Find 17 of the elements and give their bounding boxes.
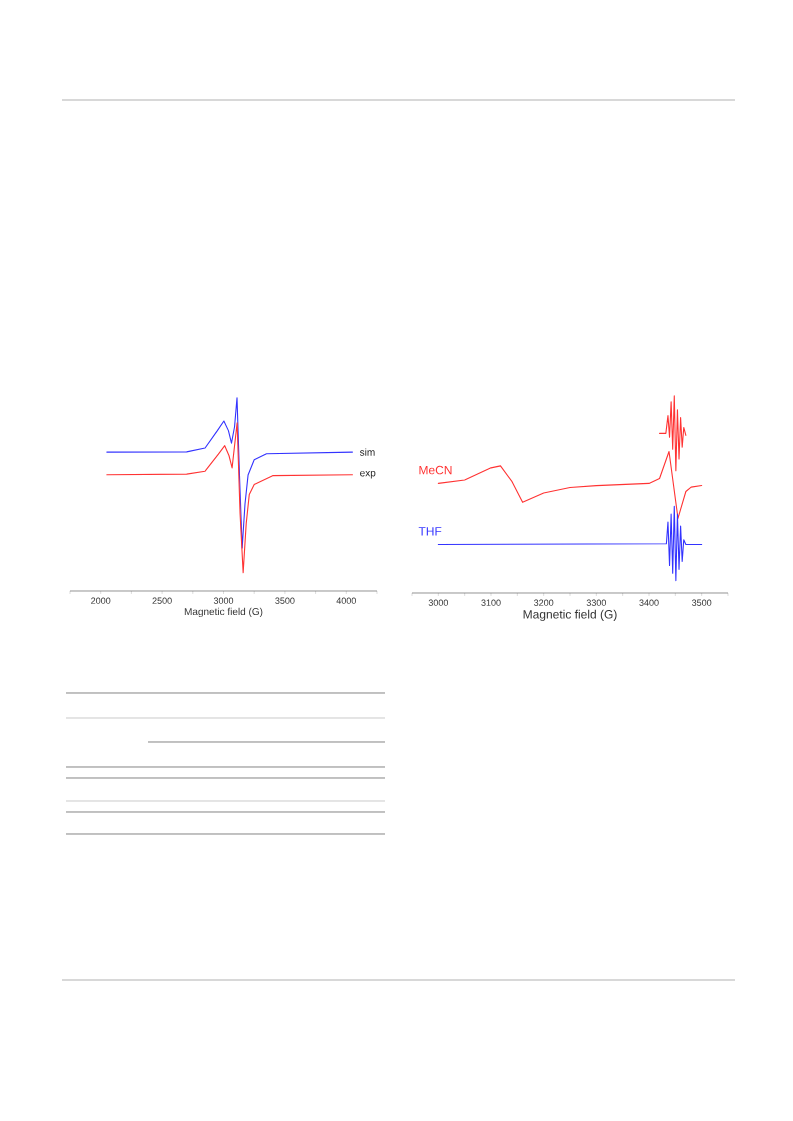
x-axis-title: Magnetic field (G) (523, 609, 617, 621)
x-tick-label: 3500 (692, 599, 712, 606)
x-tick-label: 2000 (91, 597, 111, 604)
x-axis-title: Magnetic field (G) (184, 607, 263, 618)
x-tick-label: 3500 (275, 597, 295, 604)
series-label: THF (418, 527, 442, 536)
x-tick-label: 3100 (481, 599, 501, 606)
x-tick-label: 3300 (586, 599, 606, 606)
x-tick-label: 3200 (534, 599, 554, 606)
x-tick-label: 2500 (152, 597, 172, 604)
series-label: sim (359, 448, 375, 456)
x-tick-label: 4000 (336, 597, 356, 604)
x-tick-label: 3000 (213, 597, 234, 604)
series-label: MeCN (419, 465, 452, 475)
x-tick-label: 3000 (428, 599, 448, 606)
series-label: exp (360, 470, 376, 479)
x-tick-label: 3400 (639, 599, 659, 606)
